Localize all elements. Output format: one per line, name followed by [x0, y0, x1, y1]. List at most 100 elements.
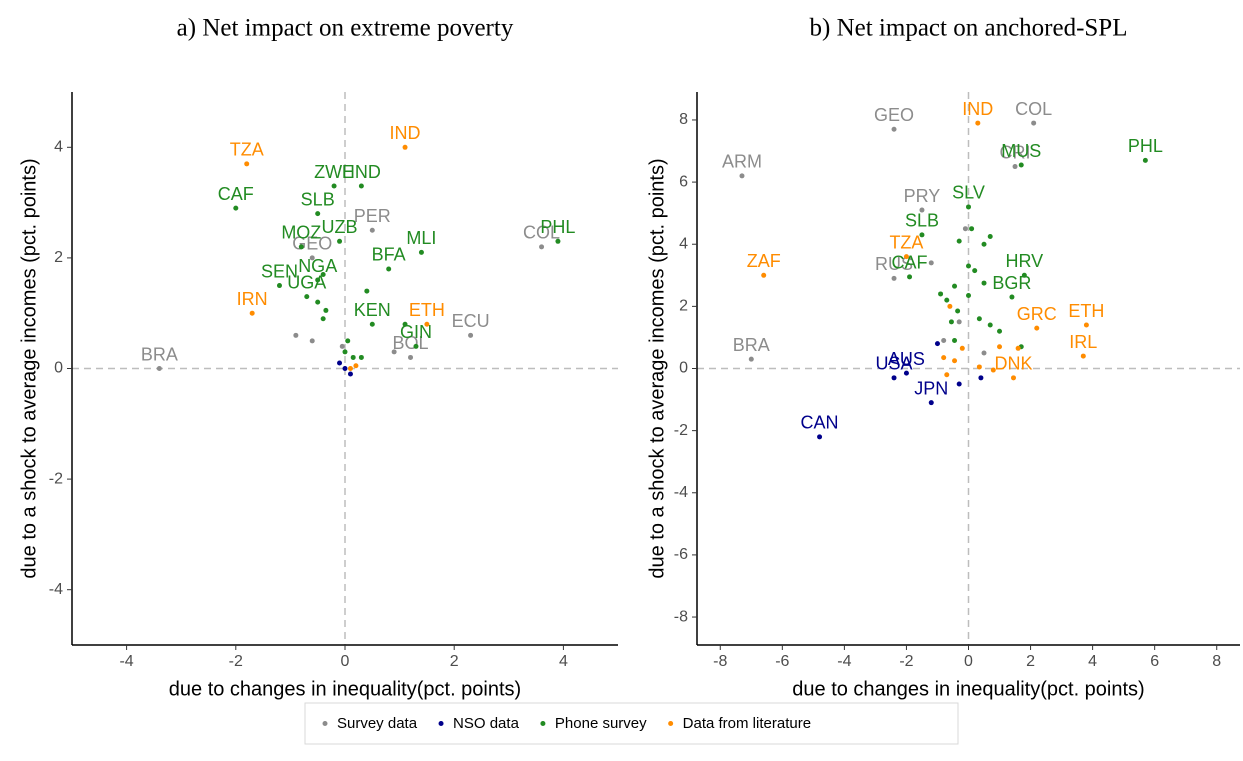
point — [1021, 272, 1027, 278]
point — [928, 260, 934, 266]
point — [891, 126, 897, 132]
point — [919, 207, 925, 213]
y-tick-label: -2 — [49, 470, 63, 487]
point — [903, 370, 909, 376]
point — [315, 299, 321, 305]
point-label: GEO — [874, 105, 914, 125]
point-label: CRI — [1000, 142, 1031, 162]
point — [891, 275, 897, 281]
y-tick-label: -8 — [674, 608, 688, 625]
point — [956, 319, 962, 325]
point — [748, 356, 754, 362]
point-label: SLB — [301, 189, 335, 209]
point — [353, 363, 359, 369]
point-label: SLV — [952, 183, 985, 203]
point — [966, 292, 971, 298]
point — [981, 350, 987, 356]
x-tick-label: 0 — [964, 653, 973, 670]
point — [369, 321, 375, 327]
point-label: SEN — [261, 261, 298, 281]
point — [1009, 294, 1015, 300]
point — [233, 205, 239, 211]
point — [304, 294, 310, 300]
point-label: IND — [962, 99, 993, 119]
point — [997, 328, 1003, 334]
point-label: UGA — [287, 272, 326, 292]
point — [903, 254, 909, 260]
point — [1142, 157, 1148, 163]
point — [959, 345, 965, 351]
point — [941, 338, 947, 344]
point-label: IRL — [1069, 332, 1097, 352]
point — [468, 332, 474, 338]
point-label: ZWE — [314, 162, 354, 182]
point-label: BOL — [393, 333, 429, 353]
point — [1031, 120, 1037, 126]
point-label: ECU — [452, 311, 490, 331]
x-tick-label: -4 — [119, 653, 133, 670]
point-label: NGA — [298, 256, 337, 276]
legend-label: Survey data — [337, 715, 418, 732]
point — [424, 321, 430, 327]
point-label: GRC — [1017, 304, 1057, 324]
legend-label: Phone survey — [555, 715, 647, 732]
point — [156, 366, 162, 371]
point-label: PHL — [1128, 136, 1163, 156]
point — [969, 226, 975, 232]
point — [891, 375, 897, 381]
point — [391, 349, 397, 355]
point — [1018, 162, 1024, 168]
point — [944, 297, 950, 303]
x-tick-label: 0 — [341, 653, 350, 670]
point — [976, 364, 982, 370]
point-label: BGR — [992, 273, 1031, 293]
x-axis-title: due to changes in inequality(pct. points… — [792, 678, 1144, 700]
legend-box — [304, 702, 959, 745]
point-label: ETH — [1068, 301, 1104, 321]
point-label: GIN — [400, 322, 432, 342]
legend-marker — [438, 721, 444, 726]
point — [293, 332, 299, 338]
y-tick-label: -4 — [674, 484, 688, 501]
point-label: BRA — [733, 335, 770, 355]
point-label: IRN — [237, 289, 268, 309]
legend-marker — [668, 721, 674, 726]
point-label: CAF — [218, 184, 254, 204]
point-label: TZA — [889, 232, 923, 252]
point-label: ARM — [722, 152, 762, 172]
point-label: MLI — [406, 228, 436, 248]
point-label: CAN — [801, 413, 839, 433]
y-axis-title: due to a shock to average incomes (pct. … — [18, 158, 40, 578]
point-label: KEN — [354, 300, 391, 320]
point — [975, 120, 981, 126]
point-label: COL — [1015, 99, 1052, 119]
point-label: BRA — [141, 344, 178, 364]
y-tick-label: -6 — [674, 546, 688, 563]
point — [309, 255, 315, 261]
point — [331, 183, 337, 189]
point — [342, 366, 348, 371]
y-tick-label: 8 — [679, 111, 688, 128]
point — [315, 211, 321, 217]
point-label: UZB — [322, 217, 358, 237]
point — [244, 161, 250, 167]
chart-title: b) Net impact on anchored-SPL — [810, 15, 1128, 42]
point — [337, 238, 343, 244]
point-label: COL — [523, 223, 560, 243]
point — [997, 344, 1003, 350]
y-tick-label: 0 — [679, 360, 688, 377]
point — [298, 244, 304, 250]
point-label: PER — [354, 206, 391, 226]
x-tick-label: 2 — [1026, 653, 1035, 670]
y-tick-label: 6 — [679, 173, 688, 190]
point — [342, 349, 348, 355]
point — [919, 232, 925, 238]
point — [944, 372, 950, 378]
point-label: IND — [390, 123, 421, 143]
point — [249, 310, 255, 316]
point-label: HRV — [1006, 251, 1044, 271]
point-label: PHL — [540, 217, 575, 237]
point-label: ETH — [409, 300, 445, 320]
point — [978, 375, 984, 381]
